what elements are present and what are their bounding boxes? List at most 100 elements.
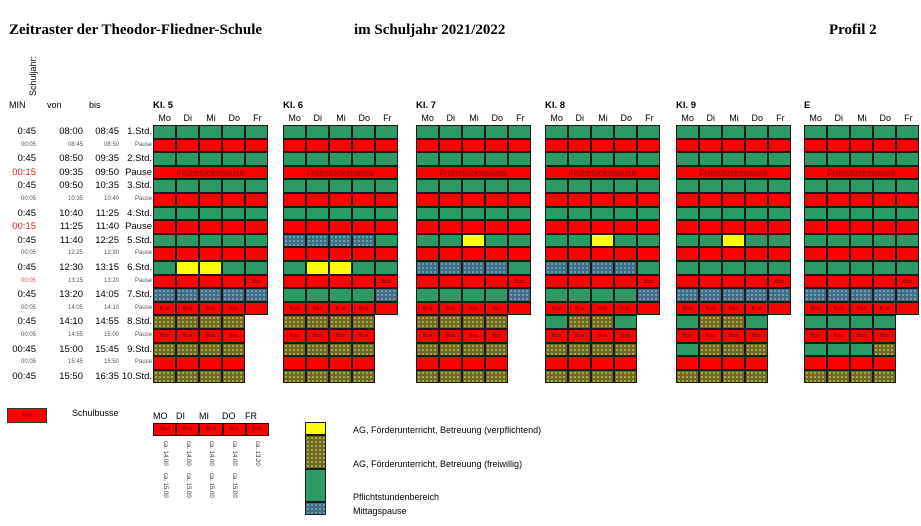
time-bis: 15:50 [103,359,119,366]
cell-bus: Bus [462,301,485,316]
cell-pause [485,247,508,261]
cell-pause [614,220,637,234]
cell-pflichtstunde [676,233,699,248]
cell-ag-freiwillig [439,315,462,329]
cell-pause [768,220,791,234]
cell-bus: Bus [850,301,873,316]
time-bis: 15:45 [95,343,119,355]
day-label: Do [620,113,632,123]
cell-bus: Bus [306,301,329,316]
cell-pause [896,193,919,207]
cell-pause [199,274,222,289]
cell-pflichtstunde [176,125,199,139]
cell-mittagspause [873,288,896,302]
time-min: 0:45 [17,207,37,219]
cell-bus: Bus [896,274,919,289]
cell-fruehstueckspause: Frühstückspause [545,165,660,180]
time-bis: 13:20 [103,277,119,284]
cell-pflichtstunde [306,125,329,139]
cell-pflichtstunde [306,152,329,166]
cell-pflichtstunde [850,315,873,329]
cell-pflichtstunde [804,315,827,329]
cell-pause [153,220,176,234]
cell-pause [614,138,637,153]
cell-bus: Bus [485,329,508,343]
cell-pflichtstunde [850,206,873,221]
cell-pflichtstunde [153,261,176,275]
cell-bus: Bus [804,301,827,316]
cell-pause [827,356,850,370]
class-block: Kl. 7 Mo Di Mi Do Fr [416,100,532,125]
cell-pflichtstunde [222,152,245,166]
cell-pflichtstunde [676,342,699,357]
cell-pause [283,247,306,261]
cell-pflichtstunde [873,152,896,166]
cell-pause [827,193,850,207]
cell-pflichtstunde [614,288,637,302]
cell-mittagspause [827,288,850,302]
cell-pause [439,356,462,370]
time-von: 15:45 [67,359,83,366]
cell-mittagspause [676,288,699,302]
bus-time: ca. 14.00 [185,441,191,466]
cell-ag-freiwillig [416,315,439,329]
bus-time: ca. 14.00 [162,441,168,466]
cell-pflichtstunde [804,206,827,221]
time-label: Pause [134,277,152,284]
time-row: 00:05 14:55 15:00 Pause [0,329,153,343]
cell-pause [804,247,827,261]
cell-pflichtstunde [850,152,873,166]
cell-pflichtstunde [745,261,768,275]
class-block: Kl. 6 Mo Di Mi Do Fr [283,100,399,125]
cell-ag-freiwillig [591,369,614,384]
day-label: Mi [336,113,346,123]
cell-pflichtstunde [804,179,827,193]
cell-pflichtstunde [508,125,531,139]
cell-pflichtstunde [416,125,439,139]
cell-pflichtstunde [745,206,768,221]
cell-pause [676,193,699,207]
cell-bus: Bus [745,301,768,316]
time-label: Pause [125,221,152,233]
day-label: Mo [809,113,822,123]
cell-pause [329,247,352,261]
cell-bus: Bus [804,329,827,343]
cell-pause [745,274,768,289]
cell-pflichtstunde [614,179,637,193]
cell-pause [804,193,827,207]
cell-pflichtstunde [827,152,850,166]
cell-pflichtstunde [699,206,722,221]
cell-pflichtstunde [485,288,508,302]
cell-pflichtstunde [545,288,568,302]
cell-pflichtstunde [873,179,896,193]
cell-pause [439,138,462,153]
cell-pflichtstunde [199,125,222,139]
cell-pflichtstunde [199,233,222,248]
cell-pflichtstunde [375,261,398,275]
cell-pflichtstunde [245,152,268,166]
cell-pflichtstunde [745,125,768,139]
cell-pflichtstunde [245,179,268,193]
cell-ag-verpflichtend [176,261,199,275]
cell-pflichtstunde [568,233,591,248]
cell-fruehstueckspause: Frühstückspause [416,165,531,180]
cell-ag-freiwillig [614,342,637,357]
cell-pause [153,274,176,289]
cell-pause [614,274,637,289]
cell-ag-verpflichtend [591,233,614,248]
time-min: 00:15 [12,166,36,178]
cell-pflichtstunde [545,233,568,248]
time-label: 1.Std. [127,126,152,137]
cell-pflichtstunde [375,179,398,193]
cell-ag-freiwillig [699,315,722,329]
time-von: 13:15 [67,277,83,284]
cell-pflichtstunde [462,206,485,221]
cell-pause [676,356,699,370]
day-label: Mo [550,113,563,123]
cell-pflichtstunde [804,152,827,166]
time-von: 10:40 [59,207,83,219]
cell-pause [568,138,591,153]
cell-bus: Bus [568,329,591,343]
cell-pflichtstunde [745,152,768,166]
time-von: 08:45 [67,141,83,148]
